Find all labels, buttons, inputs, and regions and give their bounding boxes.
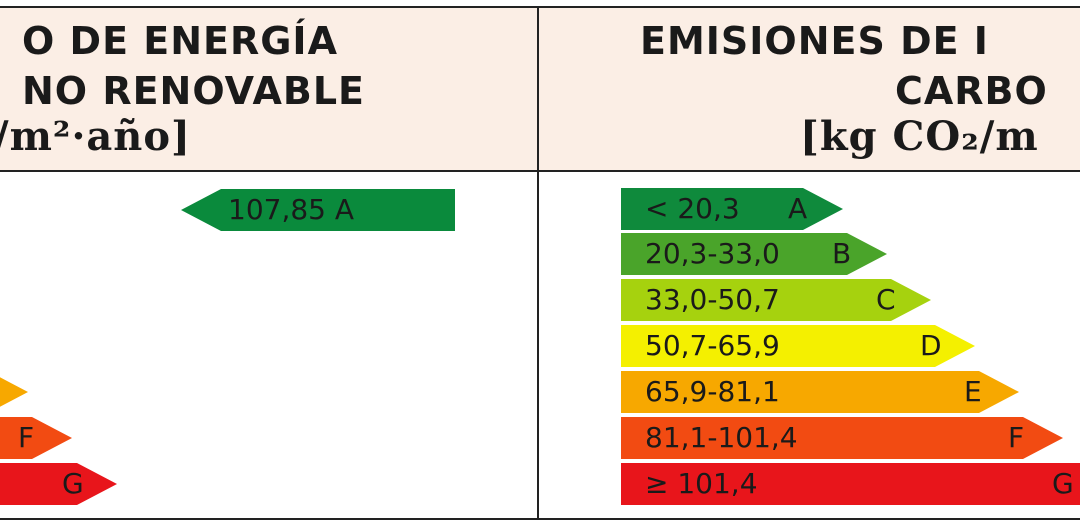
emission-arrow-g (621, 463, 1080, 505)
body-row (0, 172, 1080, 520)
emission-letter-a: A (788, 192, 808, 225)
emission-letter-d: D (920, 329, 942, 362)
column-divider (537, 6, 539, 520)
emission-letter-g: G (1052, 467, 1074, 500)
right-header-unit: [kg CO₂/m (800, 113, 1039, 160)
left-header-line1: O DE ENERGÍA (22, 19, 338, 63)
emission-arrow-b (621, 233, 887, 275)
header-row (0, 6, 1080, 172)
emission-letter-b: B (832, 237, 852, 270)
emission-letter-e: E (964, 375, 982, 408)
right-header-line2: CARBO (895, 69, 1048, 113)
emission-arrow-d (621, 325, 975, 367)
left-scale-letter-f: F (18, 421, 35, 454)
emission-range-e: 65,9-81,1 (645, 375, 780, 408)
emission-arrow-a (621, 188, 843, 230)
emission-range-b: 20,3-33,0 (645, 237, 780, 270)
emission-range-f: 81,1-101,4 (645, 421, 798, 454)
emission-arrow-c (621, 279, 931, 321)
left-header-unit: /m²·año] (0, 113, 191, 160)
emission-arrow-f (621, 417, 1063, 459)
emission-letter-f: F (1008, 421, 1025, 454)
emission-letter-c: C (876, 283, 896, 316)
emission-range-a: < 20,3 (645, 192, 740, 225)
current-rating-arrow (181, 189, 455, 231)
emission-range-c: 33,0-50,7 (645, 283, 780, 316)
emission-arrow-e (621, 371, 1019, 413)
emission-range-g: ≥ 101,4 (645, 467, 758, 500)
left-scale-letter-g: G (62, 467, 84, 500)
current-rating-label: 107,85 A (228, 193, 355, 226)
emission-range-d: 50,7-65,9 (645, 329, 780, 362)
right-header-line1: EMISIONES DE I (640, 19, 989, 63)
left-header-line2: NO RENOVABLE (22, 69, 366, 113)
